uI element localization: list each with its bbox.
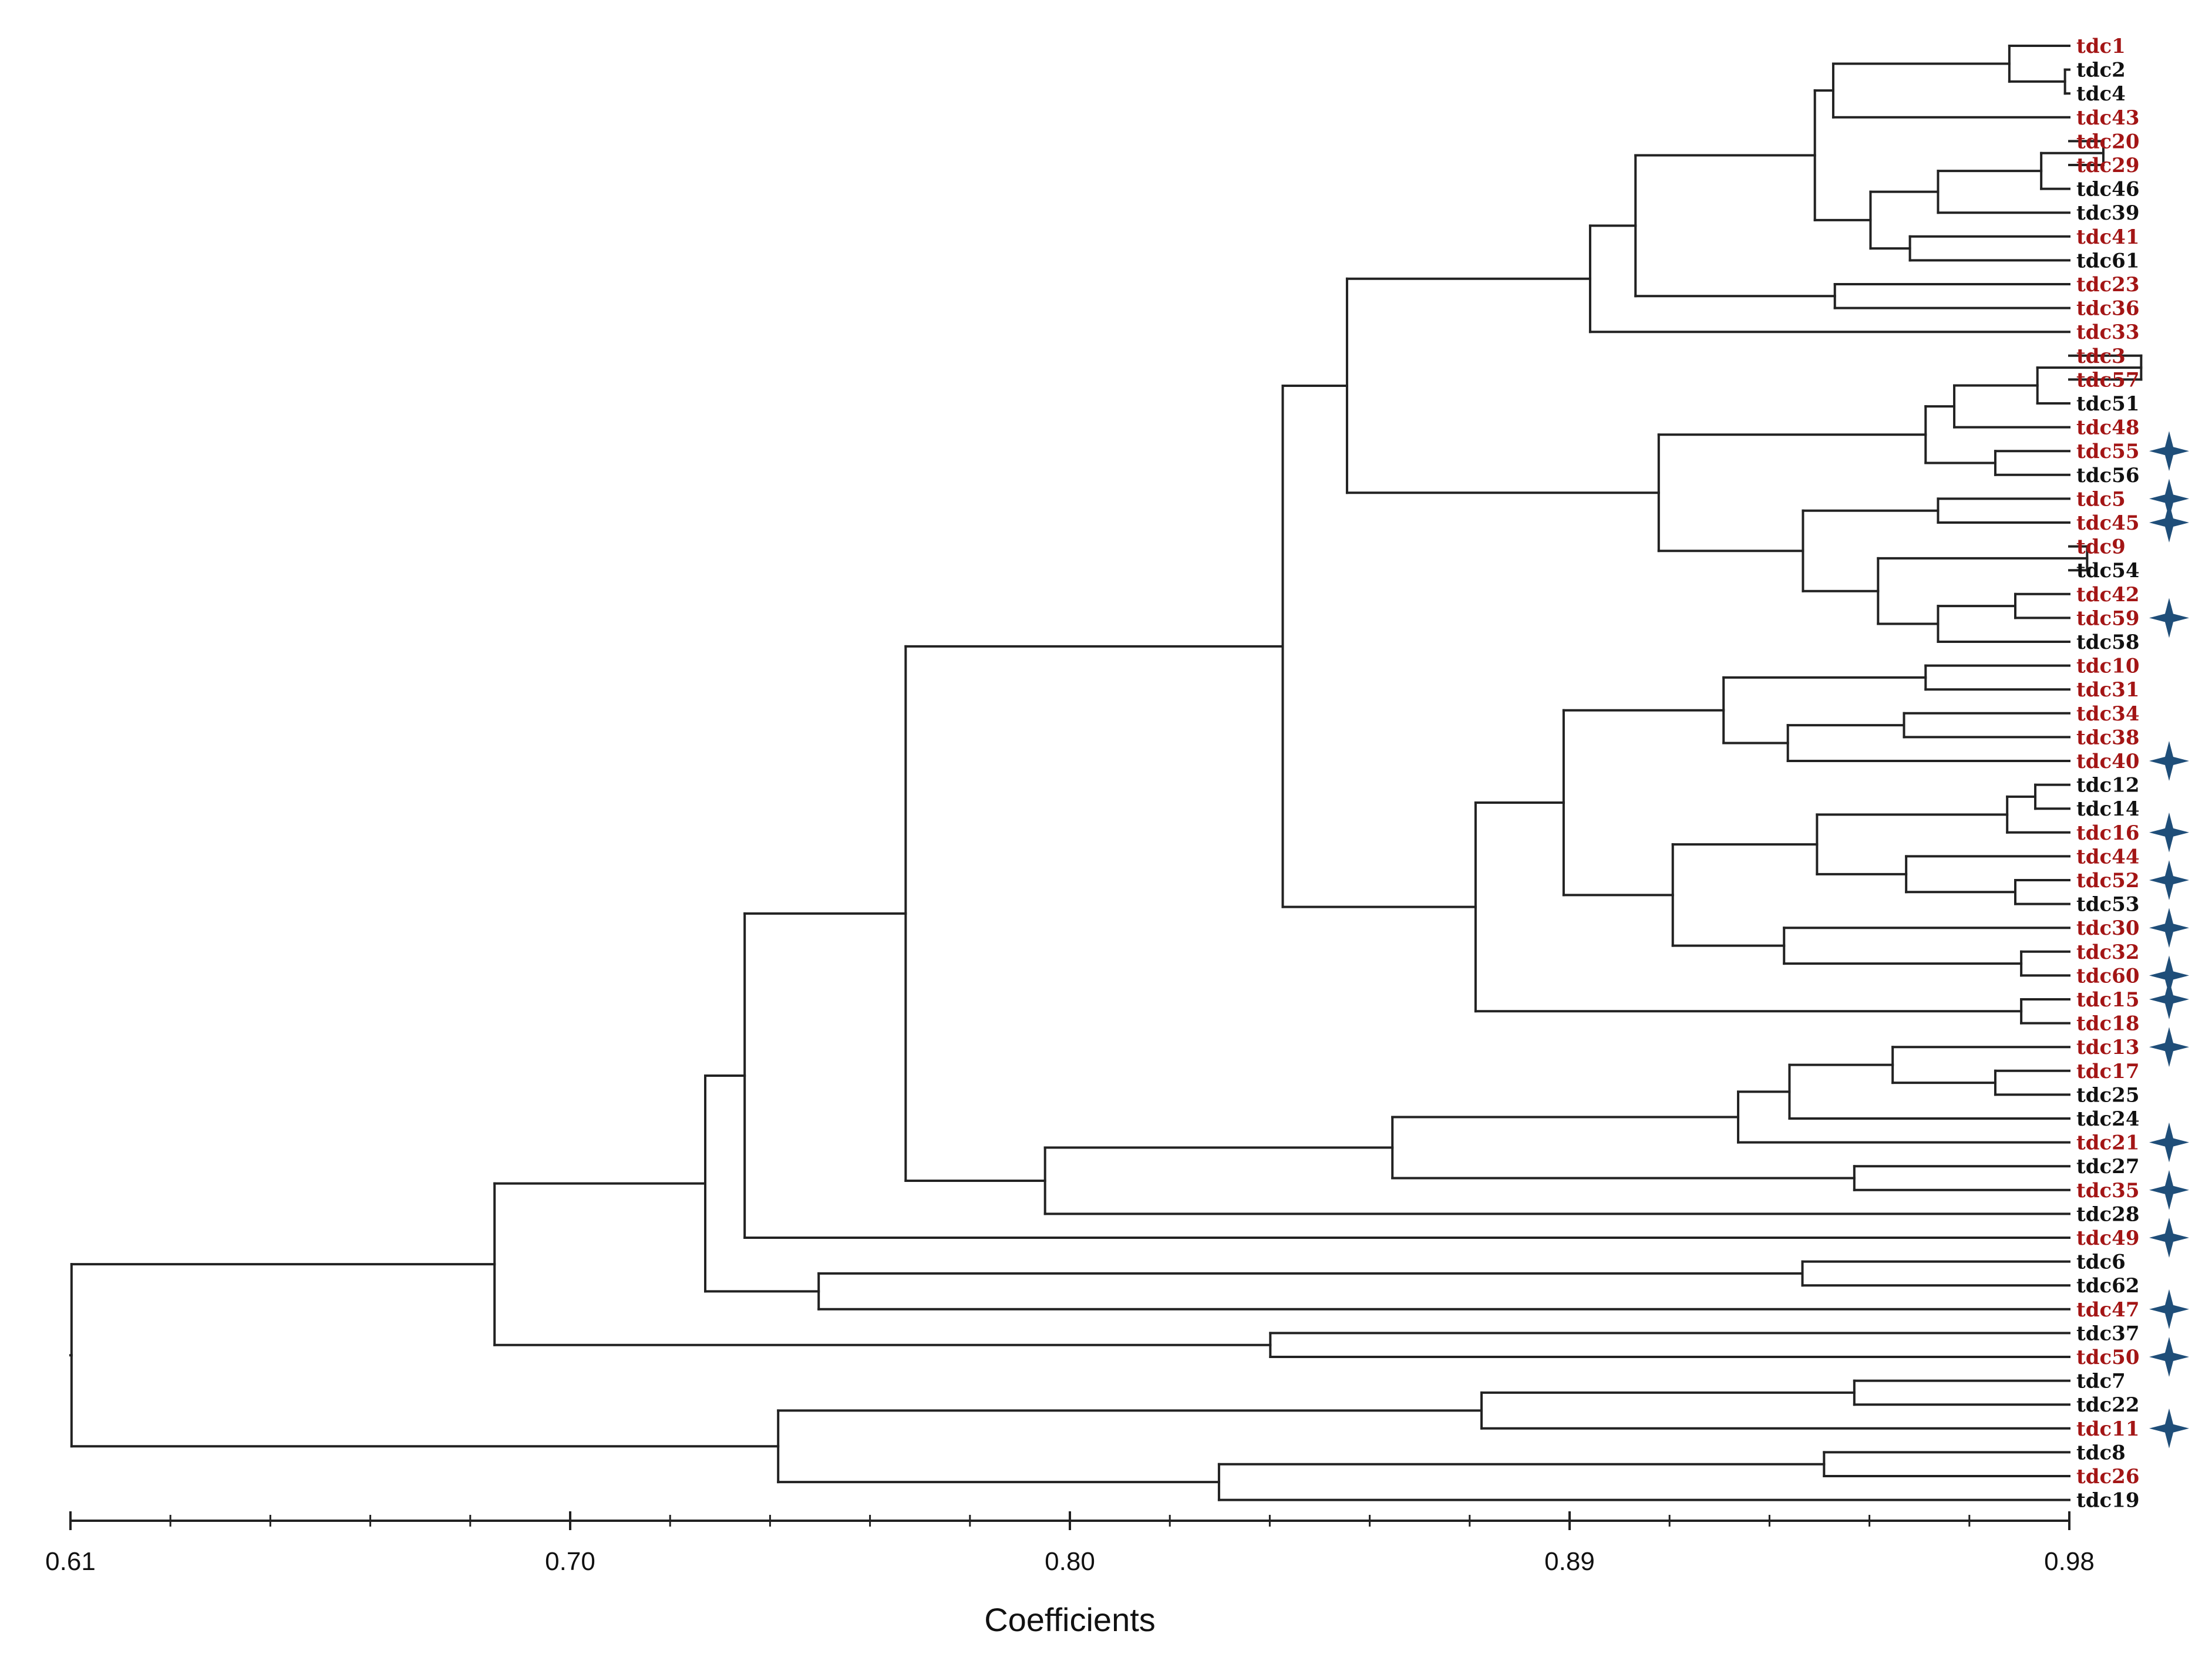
leaf-label-tdc13: tdc13 <box>2076 1036 2140 1059</box>
leaf-label-tdc9: tdc9 <box>2076 535 2126 559</box>
leaf-label-tdc30: tdc30 <box>2076 917 2140 940</box>
tick-label: 0.61 <box>45 1547 96 1576</box>
leaf-label-tdc12: tdc12 <box>2076 774 2140 797</box>
star-icon <box>2149 503 2189 543</box>
leaf-label-tdc50: tdc50 <box>2076 1346 2140 1369</box>
leaf-label-tdc55: tdc55 <box>2076 440 2140 463</box>
leaf-label-tdc7: tdc7 <box>2076 1370 2126 1393</box>
leaf-label-tdc16: tdc16 <box>2076 821 2140 845</box>
leaf-label-tdc34: tdc34 <box>2076 702 2140 726</box>
leaf-label-tdc5: tdc5 <box>2076 487 2126 511</box>
x-axis-title: Coefficients <box>984 1601 1156 1638</box>
leaf-label-tdc4: tdc4 <box>2076 82 2126 106</box>
leaf-label-tdc15: tdc15 <box>2076 988 2140 1012</box>
leaf-label-tdc26: tdc26 <box>2076 1465 2140 1488</box>
leaf-label-tdc47: tdc47 <box>2076 1298 2140 1322</box>
leaf-label-tdc28: tdc28 <box>2076 1202 2140 1226</box>
leaf-label-tdc29: tdc29 <box>2076 154 2140 177</box>
tick-label: 0.89 <box>1544 1547 1595 1576</box>
leaf-label-tdc37: tdc37 <box>2076 1322 2140 1345</box>
leaf-label-tdc59: tdc59 <box>2076 607 2140 630</box>
leaf-label-tdc17: tdc17 <box>2076 1060 2140 1083</box>
star-icon <box>2149 741 2189 781</box>
leaf-label-tdc58: tdc58 <box>2076 631 2140 654</box>
leaf-label-tdc39: tdc39 <box>2076 201 2140 225</box>
star-icon <box>2149 908 2189 948</box>
leaf-label-tdc49: tdc49 <box>2076 1227 2140 1250</box>
leaf-label-tdc3: tdc3 <box>2076 345 2126 368</box>
leaf-label-tdc14: tdc14 <box>2076 797 2140 821</box>
x-axis: 0.61 0.70 0.80 0.89 0.98 <box>45 1511 2095 1576</box>
leaf-label-tdc61: tdc61 <box>2076 249 2140 272</box>
leaf-label-tdc38: tdc38 <box>2076 726 2140 749</box>
leaf-label-tdc21: tdc21 <box>2076 1131 2140 1155</box>
star-icon <box>2149 1289 2189 1329</box>
leaf-label-tdc27: tdc27 <box>2076 1155 2140 1178</box>
leaf-label-tdc24: tdc24 <box>2076 1107 2140 1131</box>
leaf-label-tdc42: tdc42 <box>2076 583 2140 607</box>
leaf-label-tdc2: tdc2 <box>2076 59 2126 82</box>
leaf-label-tdc54: tdc54 <box>2076 559 2140 582</box>
leaf-label-tdc32: tdc32 <box>2076 941 2140 964</box>
star-icon <box>2149 1122 2189 1163</box>
star-icon <box>2149 598 2189 638</box>
leaf-label-tdc48: tdc48 <box>2076 416 2140 440</box>
star-icon <box>2149 1337 2189 1377</box>
star-icon <box>2149 1170 2189 1210</box>
star-icon <box>2149 860 2189 900</box>
leaf-label-tdc62: tdc62 <box>2076 1274 2140 1298</box>
leaf-label-tdc6: tdc6 <box>2076 1251 2126 1274</box>
leaf-label-tdc51: tdc51 <box>2076 392 2140 416</box>
leaf-label-tdc1: tdc1 <box>2076 35 2126 58</box>
leaf-label-tdc20: tdc20 <box>2076 130 2140 153</box>
leaf-label-tdc35: tdc35 <box>2076 1179 2140 1202</box>
leaf-label-tdc40: tdc40 <box>2076 750 2140 773</box>
leaf-label-tdc46: tdc46 <box>2076 178 2140 201</box>
leaf-label-tdc25: tdc25 <box>2076 1083 2140 1107</box>
tick-label: 0.80 <box>1045 1547 1095 1576</box>
leaf-label-tdc10: tdc10 <box>2076 655 2140 678</box>
star-icon <box>2149 1218 2189 1258</box>
leaf-label-tdc33: tdc33 <box>2076 321 2140 344</box>
star-icon <box>2149 1027 2189 1067</box>
leaf-label-tdc52: tdc52 <box>2076 869 2140 892</box>
leaf-label-tdc8: tdc8 <box>2076 1441 2126 1464</box>
leaf-label-tdc45: tdc45 <box>2076 511 2140 535</box>
leaf-label-tdc56: tdc56 <box>2076 464 2140 487</box>
leaf-label-tdc57: tdc57 <box>2076 368 2140 392</box>
leaf-labels: tdc1tdc2tdc4tdc43tdc20tdc29tdc46tdc39tdc… <box>2076 35 2140 1512</box>
star-icon <box>2149 812 2189 853</box>
star-icon <box>2149 479 2189 519</box>
leaf-label-tdc44: tdc44 <box>2076 845 2140 868</box>
leaf-label-tdc43: tdc43 <box>2076 106 2140 130</box>
leaf-label-tdc23: tdc23 <box>2076 273 2140 297</box>
leaf-label-tdc19: tdc19 <box>2076 1489 2140 1512</box>
star-icon <box>2149 431 2189 471</box>
leaf-label-tdc11: tdc11 <box>2076 1417 2140 1441</box>
star-icon <box>2149 1408 2189 1448</box>
tick-label: 0.70 <box>545 1547 595 1576</box>
star-icon <box>2149 955 2189 996</box>
dendrogram-branches <box>69 45 2143 1501</box>
tick-label: 0.98 <box>2044 1547 2095 1576</box>
star-markers <box>2149 431 2189 1448</box>
leaf-label-tdc53: tdc53 <box>2076 893 2140 917</box>
leaf-label-tdc18: tdc18 <box>2076 1012 2140 1036</box>
leaf-label-tdc41: tdc41 <box>2076 225 2140 249</box>
leaf-label-tdc60: tdc60 <box>2076 964 2140 988</box>
leaf-label-tdc22: tdc22 <box>2076 1393 2140 1417</box>
star-icon <box>2149 979 2189 1019</box>
leaf-label-tdc31: tdc31 <box>2076 678 2140 702</box>
leaf-label-tdc36: tdc36 <box>2076 297 2140 321</box>
